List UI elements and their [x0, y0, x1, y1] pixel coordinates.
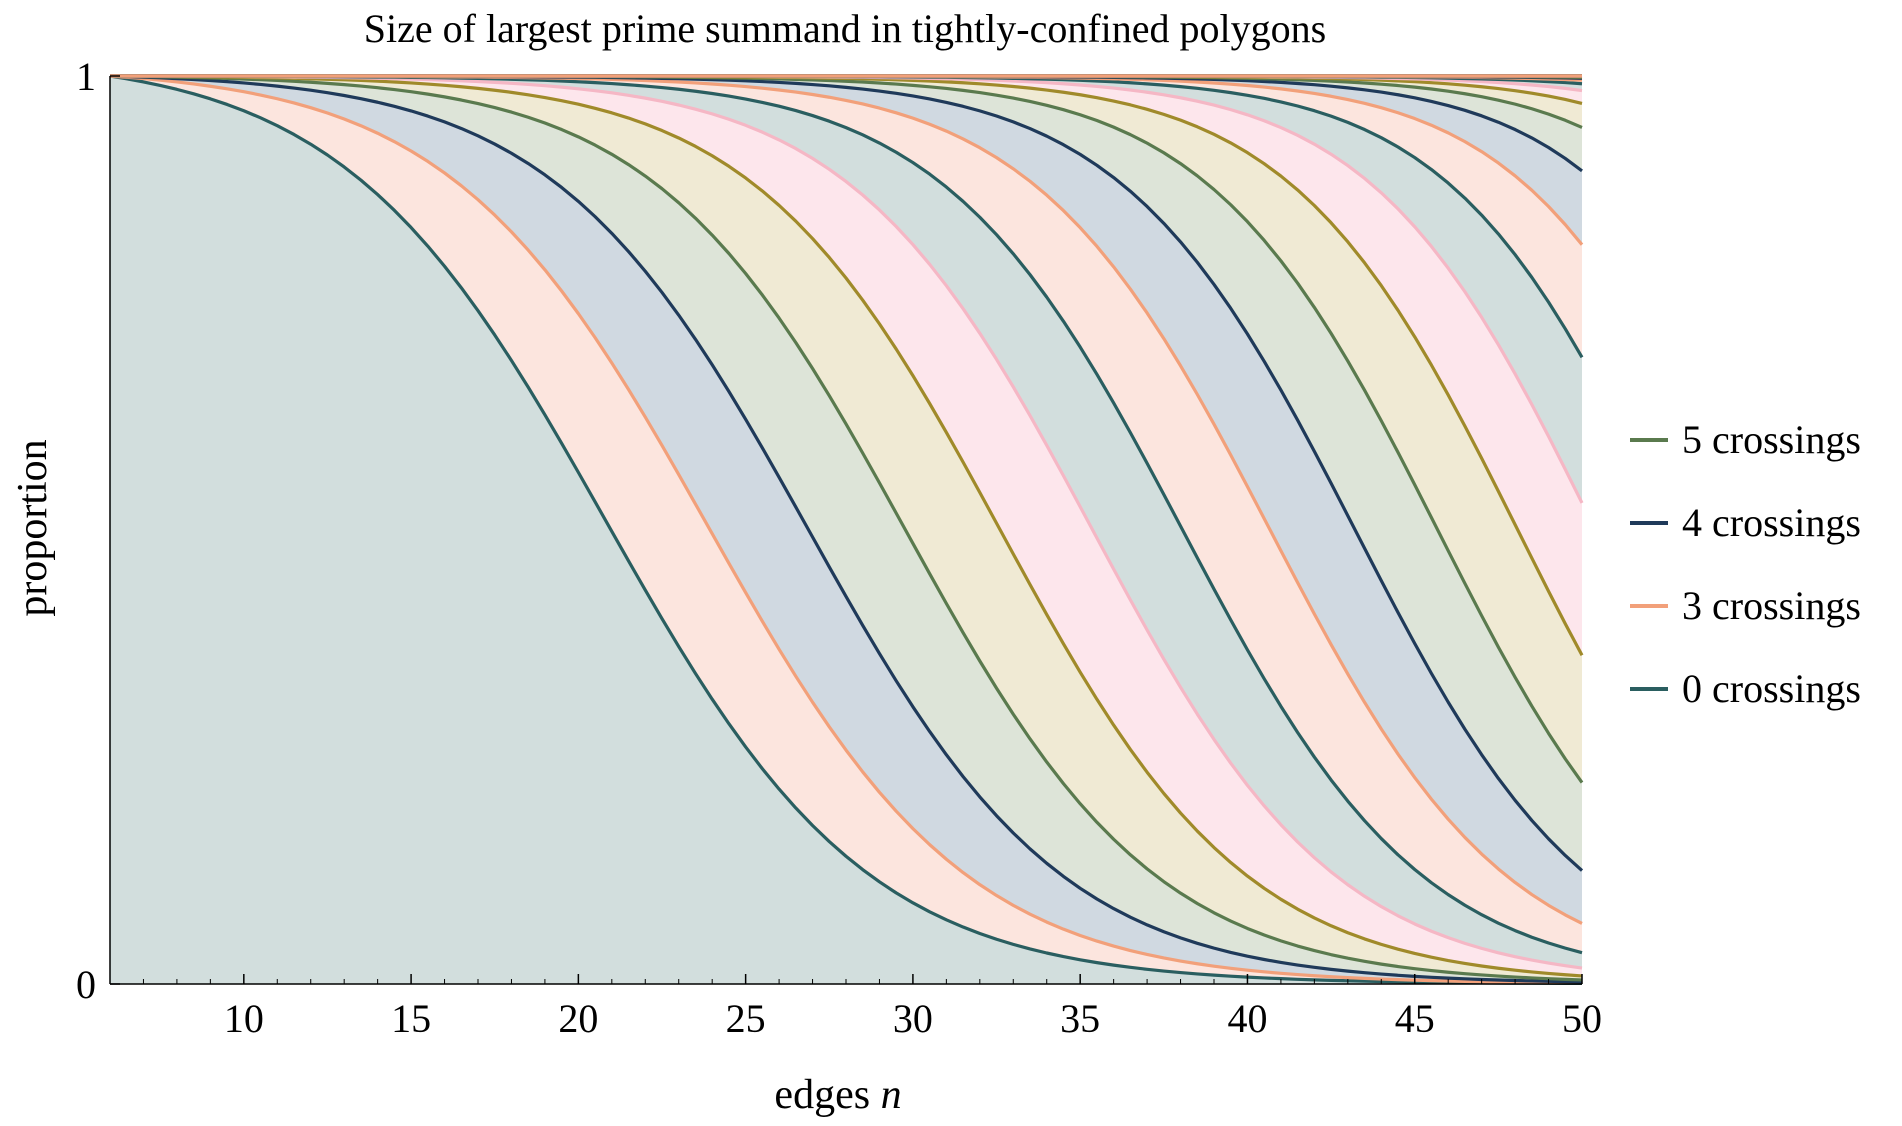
- area-band: [110, 76, 1582, 982]
- series-line: [109, 74, 1583, 978]
- legend-item: 5 crossings: [1630, 417, 1861, 462]
- x-tick-label: 30: [893, 996, 933, 1041]
- series-line: [109, 74, 1583, 984]
- area-band: [110, 76, 1582, 984]
- x-tick-label: 50: [1562, 996, 1602, 1041]
- x-axis-label: edges n: [774, 1072, 901, 1118]
- legend-label: 4 crossings: [1682, 500, 1861, 545]
- x-tick-label: 10: [224, 996, 264, 1041]
- area-band: [110, 76, 1582, 871]
- y-axis-label: proportion: [10, 439, 56, 616]
- x-tick-label: 40: [1227, 996, 1267, 1041]
- series-line: [109, 74, 1583, 982]
- legend-item: 0 crossings: [1630, 666, 1861, 711]
- series-line: [109, 74, 1583, 986]
- area-band: [110, 76, 1582, 924]
- y-tick-label: 0: [76, 962, 96, 1007]
- x-tick-label: 15: [391, 996, 431, 1041]
- y-tick-label: 1: [76, 54, 96, 99]
- series-lines: [109, 74, 1584, 986]
- legend-label: 5 crossings: [1682, 417, 1861, 462]
- x-tick-label: 35: [1060, 996, 1100, 1041]
- series-line: [109, 74, 1583, 985]
- legend-label: 3 crossings: [1682, 583, 1861, 628]
- area-fills: [110, 76, 1582, 984]
- x-axis-ticks: 10 15 20 25 30 35 40 45 50: [109, 974, 1602, 1041]
- legend-item: 3 crossings: [1630, 583, 1861, 628]
- x-tick-label: 25: [726, 996, 766, 1041]
- y-axis-ticks: 01: [76, 54, 120, 1007]
- legend-label: 0 crossings: [1682, 666, 1861, 711]
- area-band: [110, 76, 1582, 976]
- x-axis-label-variable: n: [881, 1072, 902, 1118]
- chart-title: Size of largest prime summand in tightly…: [364, 6, 1326, 51]
- area-band: [110, 76, 1582, 984]
- legend: 5 crossings 4 crossings 3 crossings 0 cross…: [1630, 417, 1861, 711]
- legend-item: 4 crossings: [1630, 500, 1861, 545]
- x-axis-label-text: edges: [774, 1072, 870, 1118]
- x-tick-label: 20: [558, 996, 598, 1041]
- area-band: [110, 76, 1582, 953]
- x-tick-label: 45: [1395, 996, 1435, 1041]
